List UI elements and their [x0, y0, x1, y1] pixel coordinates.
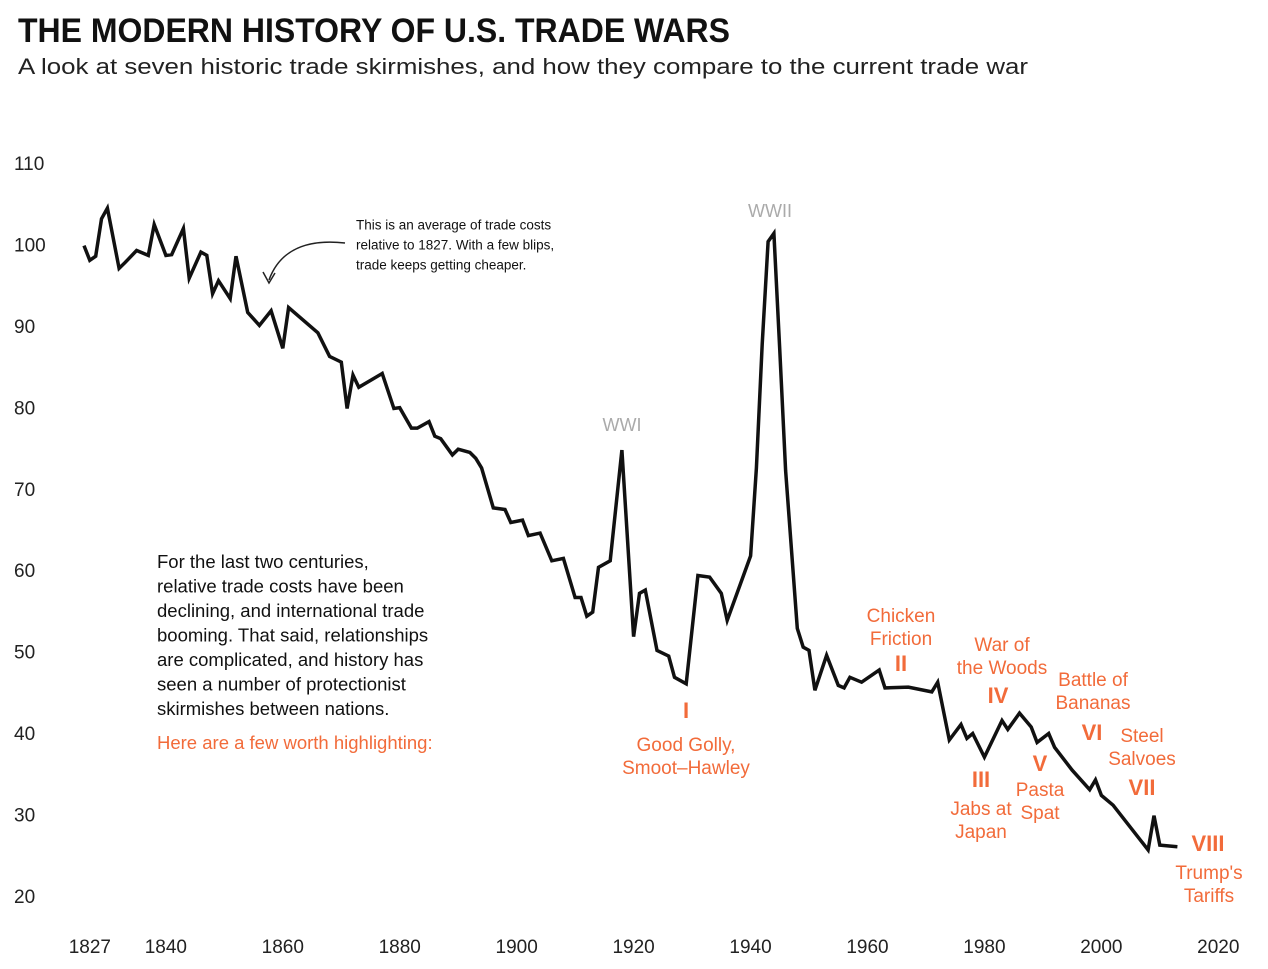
trade-war-numeral: III — [972, 767, 990, 792]
x-tick-label: 1920 — [612, 937, 654, 958]
x-tick-label: 1960 — [846, 937, 888, 958]
highlight-text: Here are a few worth highlighting: — [157, 732, 433, 753]
y-tick-label: 30 — [14, 806, 35, 827]
x-tick-label: 1840 — [145, 937, 187, 958]
trade-war-label: Chicken — [867, 606, 936, 627]
intro-text: declining, and international trade — [157, 600, 424, 621]
y-tick-label: 50 — [14, 643, 35, 664]
intro-text: For the last two centuries, — [157, 551, 369, 572]
x-tick-label: 1940 — [729, 937, 771, 958]
trade-war-label: Salvoes — [1108, 749, 1176, 770]
trade-war-label: Japan — [955, 822, 1007, 843]
x-tick-label: 1880 — [379, 937, 421, 958]
wwii-label: WWII — [748, 201, 792, 221]
trade-war-label: War of — [974, 635, 1030, 656]
intro-text: skirmishes between nations. — [157, 698, 389, 719]
y-tick-label: 110 — [14, 154, 44, 175]
y-tick-label: 20 — [14, 887, 35, 908]
trade-war-numeral: VII — [1129, 775, 1156, 800]
annotation-arrow — [268, 241, 346, 281]
chart-subtitle: A look at seven historic trade skirmishe… — [18, 54, 1028, 79]
trade-war-label: the Woods — [957, 658, 1047, 679]
y-tick-label: 100 — [14, 235, 46, 256]
trade-war-label: Smoot–Hawley — [622, 758, 750, 779]
arrow-note: relative to 1827. With a few blips, — [356, 238, 554, 253]
intro-text: seen a number of protectionist — [157, 673, 406, 694]
arrow-head — [262, 271, 276, 285]
y-tick-label: 80 — [14, 398, 35, 419]
trade-war-label: Bananas — [1055, 693, 1130, 714]
trade-war-label: Good Golly, — [637, 735, 736, 756]
x-tick-label: 1980 — [963, 937, 1005, 958]
trade-war-numeral: VIII — [1191, 831, 1224, 856]
chart-title: THE MODERN HISTORY OF U.S. TRADE WARS — [18, 12, 730, 50]
trade-war-label: Tariffs — [1184, 886, 1234, 907]
trade-war-label: Friction — [870, 629, 932, 650]
y-tick-label: 60 — [14, 561, 35, 582]
trade-war-numeral: I — [683, 698, 689, 723]
y-tick-label: 40 — [14, 724, 35, 745]
x-tick-label: 1860 — [262, 937, 304, 958]
y-tick-label: 70 — [14, 480, 35, 501]
trade-war-label: Pasta — [1016, 780, 1065, 801]
x-tick-label: 1827 — [69, 937, 111, 958]
arrow-note: trade keeps getting cheaper. — [356, 258, 526, 273]
trade-war-numeral: IV — [988, 683, 1009, 708]
trade-war-label: Trump's — [1175, 863, 1242, 884]
x-tick-label: 2020 — [1197, 937, 1239, 958]
x-tick-label: 1900 — [496, 937, 538, 958]
arrow-note: This is an average of trade costs — [356, 218, 551, 233]
trade-war-label: Jabs at — [950, 799, 1012, 820]
intro-text: are complicated, and history has — [157, 649, 423, 670]
data-line — [82, 203, 1178, 855]
wwi-label: WWI — [603, 415, 642, 435]
trade-war-numeral: V — [1033, 751, 1048, 776]
intro-text: booming. That said, relationships — [157, 624, 428, 645]
intro-text: relative trade costs have been — [157, 575, 404, 596]
trade-war-label: Spat — [1020, 803, 1060, 824]
trade-war-numeral: VI — [1082, 720, 1103, 745]
x-tick-label: 2000 — [1080, 937, 1122, 958]
trade-war-numeral: II — [895, 651, 907, 676]
trade-war-label: Steel — [1120, 726, 1163, 747]
y-tick-label: 90 — [14, 317, 35, 338]
trade-war-label: Battle of — [1058, 670, 1128, 691]
